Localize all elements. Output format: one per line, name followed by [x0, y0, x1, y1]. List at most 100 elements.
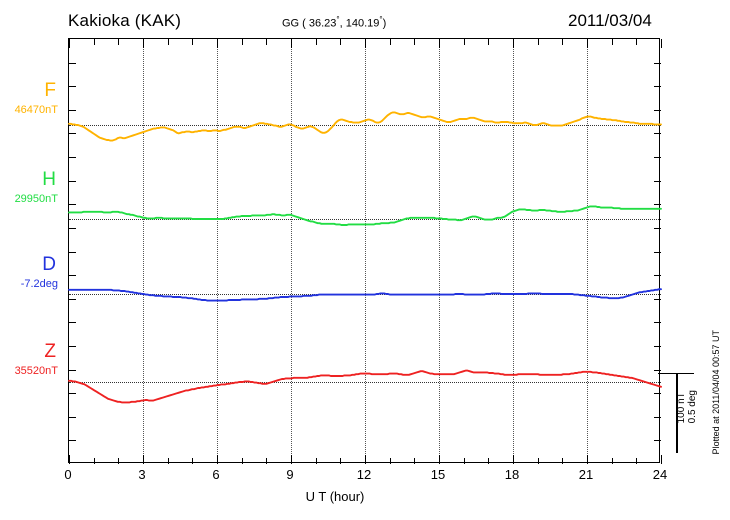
tick-bottom [167, 458, 169, 464]
tick-left [69, 369, 76, 371]
tick-left [69, 227, 76, 229]
x-axis-title: U T (hour) [0, 489, 730, 504]
tick-top [636, 39, 638, 45]
tick-top [611, 39, 613, 45]
tick-bottom [266, 458, 268, 464]
tick-left [69, 109, 76, 111]
tick-top [69, 39, 70, 48]
component-value-h: 29950nT [14, 193, 58, 205]
tick-left [69, 133, 76, 135]
x-tick-label: 0 [64, 467, 72, 482]
tick-right [654, 322, 661, 324]
tick-right [654, 298, 661, 300]
trace-z [68, 369, 662, 404]
tick-left [69, 416, 76, 418]
tick-bottom [611, 458, 613, 464]
tick-left [69, 62, 76, 64]
plot-area [68, 38, 662, 464]
tick-right [654, 416, 661, 418]
tick-left [69, 393, 76, 395]
tick-top [315, 39, 317, 45]
tick-right [654, 275, 661, 277]
tick-bottom [143, 455, 144, 464]
gridline-vertical [513, 39, 514, 464]
gridline-vertical [143, 39, 144, 464]
tick-right [654, 393, 661, 395]
tick-bottom [636, 458, 638, 464]
tick-right [654, 62, 661, 64]
tick-bottom [587, 455, 588, 464]
tick-top [291, 39, 292, 48]
baseline-f [69, 125, 661, 126]
tick-bottom [340, 458, 342, 464]
tick-top [167, 39, 169, 45]
tick-left [69, 275, 76, 277]
gridline-vertical [439, 39, 440, 464]
component-letter-d: D [42, 254, 56, 275]
degree-icon: ° [379, 15, 383, 24]
tick-top [266, 39, 268, 45]
geographic-coordinates: GG ( 36.23°, 140.19°) [282, 15, 386, 30]
trace-layer [68, 111, 662, 404]
scale-bar-label: 100 nT 0.5 deg [676, 390, 698, 423]
tick-top [414, 39, 416, 45]
tick-top [587, 39, 588, 48]
tick-bottom [241, 458, 243, 464]
tick-right [654, 440, 661, 442]
tick-bottom [93, 458, 95, 464]
tick-right [654, 180, 661, 182]
tick-top [661, 39, 662, 48]
tick-bottom [389, 458, 391, 464]
geo-longitude: 140.19 [345, 17, 380, 30]
x-tick-label: 6 [212, 467, 220, 482]
tick-bottom [69, 455, 70, 464]
trace-f [68, 111, 662, 142]
tick-bottom [513, 455, 514, 464]
tick-right [654, 204, 661, 206]
tick-bottom [118, 458, 120, 464]
component-letter-f: F [44, 80, 56, 101]
degree-icon: ° [336, 15, 340, 24]
x-axis-title-text: U T (hour) [305, 489, 365, 504]
tick-bottom [315, 458, 317, 464]
tick-right [654, 227, 661, 229]
tick-top [562, 39, 564, 45]
tick-bottom [291, 455, 292, 464]
tick-left [69, 204, 76, 206]
tick-right [654, 345, 661, 347]
tick-bottom [365, 455, 366, 464]
tick-right [654, 109, 661, 111]
baseline-z [69, 382, 661, 383]
component-value-f: 46470nT [14, 104, 58, 116]
tick-bottom [439, 455, 440, 464]
tick-bottom [661, 455, 662, 464]
tick-top [488, 39, 490, 45]
x-tick-label: 21 [578, 467, 594, 482]
tick-top [241, 39, 243, 45]
tick-right [654, 157, 661, 159]
gridline-vertical [587, 39, 588, 464]
tick-top [537, 39, 539, 45]
page-title: Kakioka (KAK) [68, 11, 182, 30]
x-tick-label: 18 [504, 467, 520, 482]
geo-coords-suffix: ) [382, 17, 387, 30]
tick-left [69, 180, 76, 182]
tick-left [69, 251, 76, 253]
tick-bottom [192, 458, 194, 464]
component-value-d: -7.2deg [20, 278, 58, 290]
tick-bottom [537, 458, 539, 464]
tick-right [654, 251, 661, 253]
tick-bottom [488, 458, 490, 464]
tick-top [217, 39, 218, 48]
tick-top [118, 39, 120, 45]
tick-top [439, 39, 440, 48]
tick-top [463, 39, 465, 45]
tick-bottom [217, 455, 218, 464]
x-tick-label: 12 [356, 467, 372, 482]
tick-right [654, 369, 661, 371]
tick-right [654, 86, 661, 88]
tick-top [192, 39, 194, 45]
gridline-vertical [291, 39, 292, 464]
tick-top [340, 39, 342, 45]
observation-date: 2011/03/04 [568, 11, 652, 30]
